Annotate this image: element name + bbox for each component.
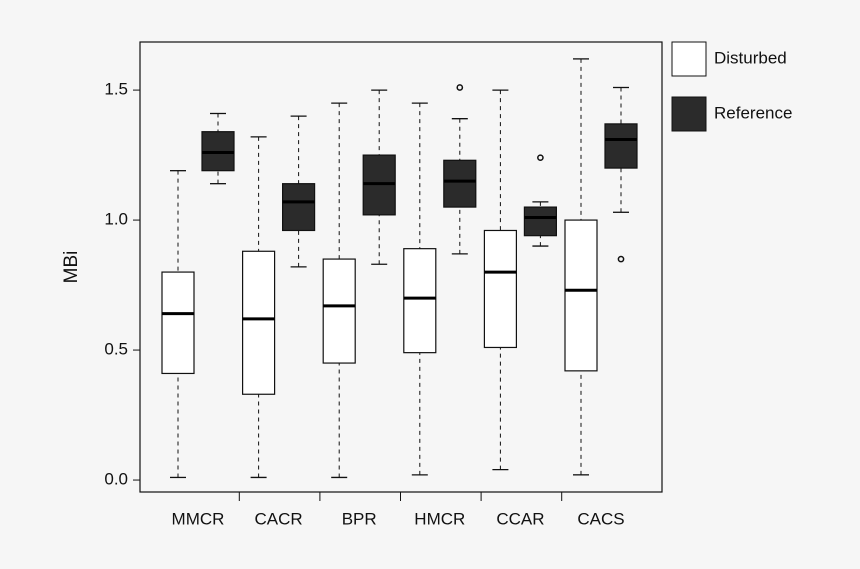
x-tick-label: HMCR [414,509,465,528]
legend-swatch [671,96,707,132]
y-tick-label: 1.0 [104,210,128,229]
x-tick-label: CACS [577,509,624,528]
box [564,219,598,372]
outlier [537,154,544,162]
y-tick-label: 0.5 [104,340,128,359]
legend-swatch [671,41,707,77]
x-tick-label: CCAR [496,509,544,528]
outlier [617,255,625,263]
x-tick-label: BPR [342,509,377,528]
box [322,258,356,364]
box [403,248,437,354]
x-tick-label: MMCR [172,509,225,528]
outlier [456,84,464,91]
box [523,206,558,237]
box [242,250,276,395]
box [282,183,316,232]
box [604,123,638,169]
y-tick-label: 0.0 [104,470,128,489]
x-tick-label: CACR [255,509,303,528]
box [483,229,517,349]
y-axis-label: MBi [61,251,82,284]
box [443,159,477,208]
y-tick-label: 1.5 [104,80,128,99]
legend-label: Reference [714,103,792,122]
legend-label: Disturbed [714,48,787,67]
box [161,271,195,375]
